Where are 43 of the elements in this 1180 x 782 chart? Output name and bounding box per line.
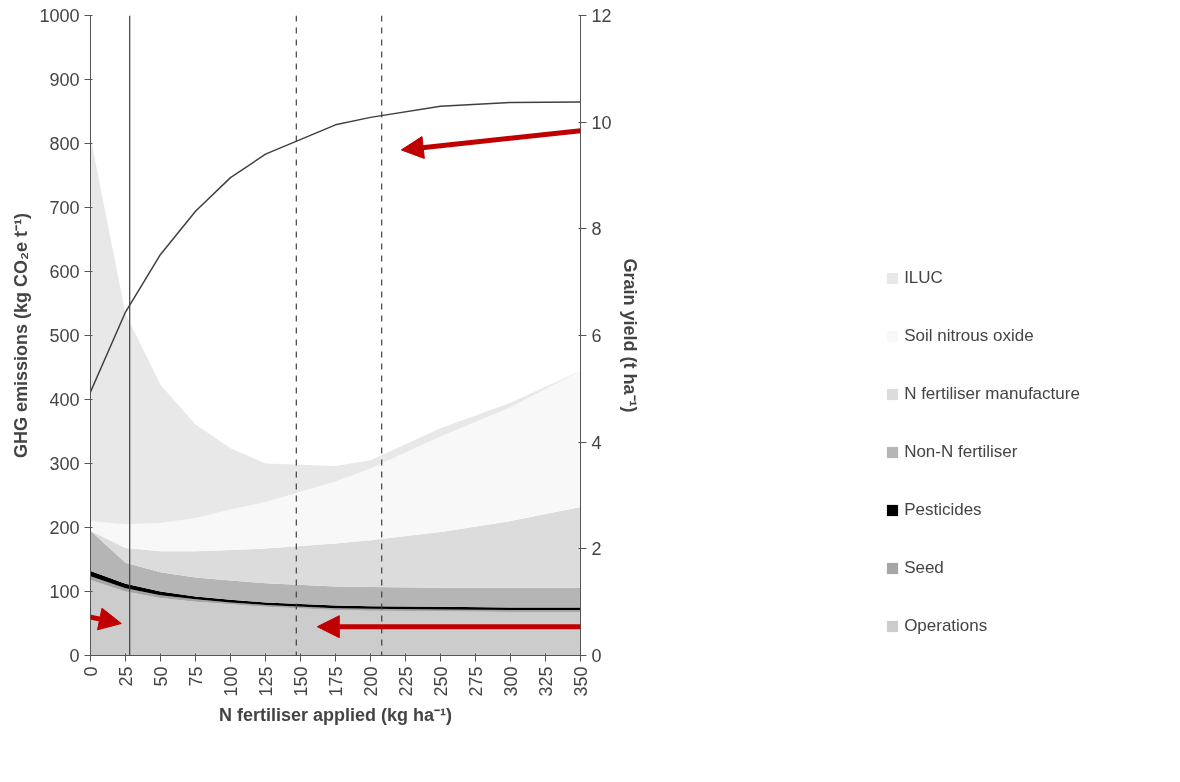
y2-axis-title: Grain yield (t ha⁻¹) [619, 258, 640, 413]
x-axis-title: N fertiliser applied (kg ha⁻¹) [218, 704, 453, 725]
y-tick-label: 200 [49, 518, 80, 538]
y-tick-label: 800 [49, 134, 80, 154]
legend-label: N fertiliser manufacture [904, 383, 1080, 405]
x-tick-label: 50 [151, 666, 171, 687]
legend-label: Seed [904, 557, 944, 579]
x-tick-label: 75 [186, 666, 206, 687]
x-tick-label: 125 [256, 666, 276, 697]
x-tick-label: 350 [571, 666, 591, 697]
y2-tick-label: 10 [591, 112, 612, 133]
x-tick-label: 175 [326, 666, 346, 697]
x-tick-label: 225 [396, 666, 416, 697]
y2-tick-label: 0 [591, 646, 602, 666]
x-tick-label: 325 [536, 666, 556, 697]
x-tick-label: 250 [431, 666, 451, 697]
y2-tick-label: 2 [591, 539, 602, 560]
y-tick-label: 700 [49, 198, 80, 218]
y-tick-label: 600 [49, 262, 80, 282]
x-tick-label: 0 [81, 666, 101, 677]
y-tick-label: 300 [49, 454, 80, 474]
y-tick-label: 500 [49, 326, 80, 346]
y-tick-label: 400 [49, 390, 80, 410]
y2-tick-label: 4 [591, 432, 602, 453]
y2-tick-label: 12 [591, 6, 612, 26]
legend-label: ILUC [904, 267, 943, 289]
y-tick-label: 1000 [39, 6, 80, 26]
x-tick-label: 300 [501, 666, 521, 697]
x-tick-label: 25 [116, 666, 136, 687]
x-tick-label: 275 [466, 666, 486, 697]
y-tick-label: 900 [49, 70, 80, 90]
legend-label: Pesticides [904, 499, 982, 521]
y-tick-label: 100 [49, 582, 80, 602]
x-tick-label: 150 [291, 666, 311, 697]
x-tick-label: 200 [361, 666, 381, 697]
legend-label: Non-N fertiliser [904, 441, 1018, 463]
legend-label: Soil nitrous oxide [904, 325, 1034, 347]
legend-label: Operations [904, 615, 988, 637]
x-tick-label: 100 [221, 666, 241, 697]
y2-tick-label: 8 [591, 219, 602, 240]
y-tick-label: 0 [69, 646, 80, 666]
y2-tick-label: 6 [591, 326, 602, 346]
y-axis-title: GHG emissions (kg CO₂e t⁻¹) [11, 212, 32, 459]
